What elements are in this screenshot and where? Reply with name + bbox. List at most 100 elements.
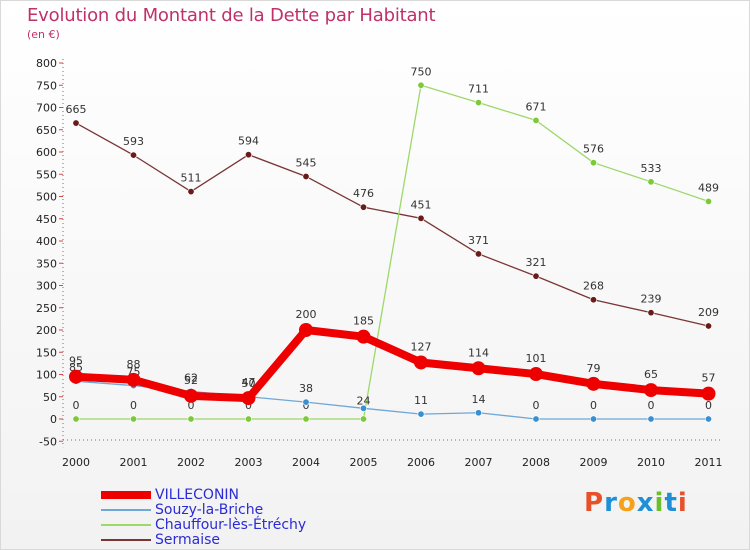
data-label: 451	[411, 198, 432, 211]
y-tick-label: 50	[43, 391, 57, 404]
data-label: 533	[641, 162, 662, 175]
data-point	[187, 415, 195, 423]
legend-label: VILLECONIN	[155, 487, 240, 503]
data-point	[414, 355, 428, 370]
y-tick-label: 200	[36, 324, 57, 337]
data-label: 14	[472, 393, 486, 406]
data-point	[72, 119, 80, 127]
x-tick-label: 2002	[177, 456, 205, 469]
data-point	[187, 188, 195, 196]
data-label: 0	[590, 399, 597, 412]
data-label: 511	[181, 172, 202, 185]
y-tick-label: 550	[36, 168, 57, 181]
data-label: 0	[533, 399, 540, 412]
data-label: 268	[583, 280, 604, 293]
brand-letter: i	[654, 488, 665, 518]
data-point	[302, 172, 310, 180]
data-point	[299, 323, 313, 337]
data-label: 50	[242, 377, 256, 390]
data-label: 57	[702, 372, 716, 385]
data-label: 593	[123, 135, 144, 148]
x-tick-label: 2004	[292, 456, 320, 469]
series-line	[75, 122, 709, 327]
y-tick-label: 450	[36, 213, 57, 226]
data-point	[532, 116, 540, 124]
series-line	[75, 326, 709, 403]
data-point	[302, 398, 310, 406]
data-point	[704, 415, 712, 423]
data-point	[184, 388, 198, 403]
data-label: 371	[468, 234, 489, 247]
data-point	[359, 203, 367, 211]
data-point	[586, 376, 601, 391]
y-tick-label: 350	[36, 257, 57, 270]
data-point	[647, 178, 655, 186]
data-label: 476	[353, 187, 374, 200]
brand-letter: o	[617, 488, 637, 518]
y-tick-label: 400	[36, 235, 57, 248]
data-label: 239	[641, 293, 662, 306]
data-label: 665	[66, 103, 87, 116]
data-point	[356, 329, 371, 344]
x-tick-label: 2010	[637, 456, 665, 469]
data-point	[417, 214, 425, 222]
legend-swatch	[101, 524, 151, 526]
y-tick-label: 100	[36, 369, 57, 382]
data-point	[529, 367, 543, 382]
data-point	[245, 151, 253, 159]
chart-unit: (en €)	[27, 28, 60, 41]
data-point	[417, 410, 425, 418]
y-tick-label: 650	[36, 124, 57, 137]
data-point	[704, 322, 712, 330]
data-label: 200	[296, 308, 317, 321]
brand-letter: r	[604, 488, 618, 518]
data-label: 185	[353, 315, 374, 328]
brand-logo: Proxiti	[584, 488, 688, 518]
data-point	[589, 415, 597, 423]
x-tick-label: 2008	[522, 456, 550, 469]
data-point	[474, 99, 482, 107]
data-point	[474, 250, 482, 258]
y-tick-label: 0	[50, 413, 57, 426]
data-label: 0	[130, 399, 137, 412]
y-tick-label: 300	[36, 280, 57, 293]
legend-swatch	[101, 539, 151, 541]
data-label: 38	[299, 382, 313, 395]
data-label: 88	[127, 358, 141, 371]
legend-swatch	[101, 491, 151, 499]
data-label: 79	[587, 362, 601, 375]
data-point	[245, 415, 253, 423]
data-point	[589, 159, 597, 167]
data-label: 101	[526, 352, 547, 365]
y-tick-label: 800	[36, 57, 57, 70]
x-tick-label: 2005	[350, 456, 378, 469]
y-tick-label: 750	[36, 79, 57, 92]
y-tick-label: 500	[36, 191, 57, 204]
data-label: 545	[296, 156, 317, 169]
data-point	[126, 372, 141, 387]
data-point	[417, 81, 425, 89]
data-point	[701, 386, 716, 401]
data-point	[359, 415, 367, 423]
x-tick-label: 2007	[465, 456, 493, 469]
data-point	[359, 404, 367, 412]
series-line	[76, 84, 709, 420]
data-label: 671	[526, 100, 547, 113]
data-point	[471, 361, 486, 376]
x-tick-label: 2000	[62, 456, 90, 469]
data-label: 62	[184, 371, 198, 384]
legend-label: Souzy-la-Briche	[155, 502, 264, 518]
brand-letter: x	[636, 488, 655, 518]
x-tick-label: 2003	[235, 456, 263, 469]
data-label: 127	[411, 340, 432, 353]
legend-label: Sermaise	[155, 532, 221, 548]
data-point	[69, 369, 83, 384]
data-label: 114	[468, 346, 489, 359]
data-label: 321	[526, 256, 547, 269]
data-point	[647, 309, 655, 317]
chart-title: Evolution du Montant de la Dette par Hab…	[27, 5, 436, 26]
data-label: 711	[468, 83, 489, 96]
data-label: 489	[698, 181, 719, 194]
